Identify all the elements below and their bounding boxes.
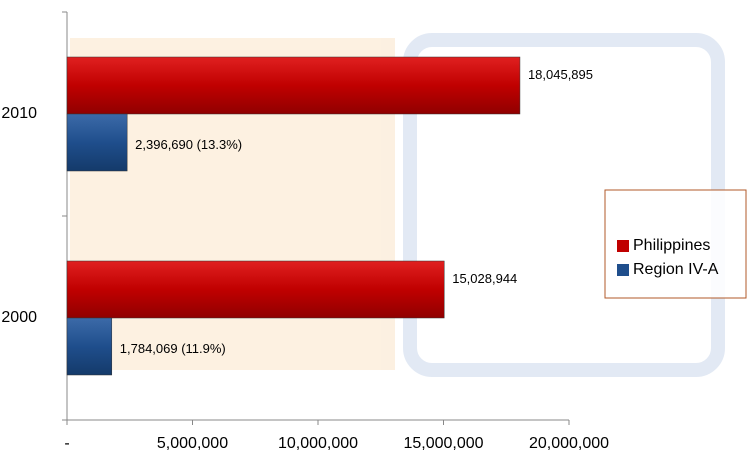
legend-label: Philippines <box>633 237 710 254</box>
x-tick-label: 20,000,000 <box>529 435 609 452</box>
bar <box>66 260 445 319</box>
x-tick-label: 5,000,000 <box>157 435 228 452</box>
x-tick-label: - <box>64 435 69 452</box>
x-tick-label: 10,000,000 <box>278 435 358 452</box>
bar <box>66 56 521 115</box>
bar <box>66 113 128 172</box>
bar <box>66 317 113 376</box>
data-label: 2,396,690 (13.3%) <box>135 137 242 152</box>
legend-swatch <box>617 264 629 276</box>
data-label: 1,784,069 (11.9%) <box>120 341 226 356</box>
legend-swatch <box>617 240 629 252</box>
y-tick-label: 2010 <box>1 105 37 122</box>
data-label: 15,028,944 <box>452 271 517 286</box>
x-tick-label: 15,000,000 <box>403 435 483 452</box>
y-tick-label: 2000 <box>1 309 37 326</box>
data-label: 18,045,895 <box>528 67 593 82</box>
legend-label: Region IV-A <box>633 261 719 278</box>
